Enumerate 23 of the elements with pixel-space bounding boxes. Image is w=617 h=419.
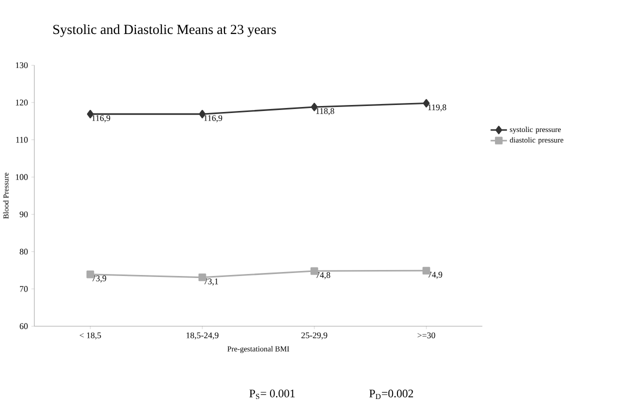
point	[86, 270, 94, 278]
data-label: 116,9	[92, 115, 110, 122]
chart-title: Systolic and Diastolic Means at 23 years	[53, 24, 276, 37]
x-tick-label: < 18,5	[80, 332, 101, 340]
data-label: 116,9	[204, 115, 222, 122]
point	[422, 266, 430, 274]
text: P$_{S}$= 0.001	[249, 389, 295, 399]
point	[198, 273, 206, 282]
x-tick-label: 25-29,9	[301, 332, 328, 340]
data-label: 118,8	[316, 108, 334, 116]
y-tick-label: 130	[16, 62, 28, 68]
text: P$_{D}$=0.002	[369, 389, 414, 399]
x-tick-label: >=30	[418, 332, 436, 338]
y-tick-label: 110	[16, 136, 28, 143]
y-tick-label: 90	[20, 211, 28, 218]
y-tick-label: 60	[20, 323, 28, 329]
point	[310, 267, 318, 275]
y-tick-label: 80	[20, 248, 28, 254]
y-tick-label: 120	[16, 99, 28, 106]
y-tick-label: 70	[20, 286, 28, 292]
y-tick-label: 100	[16, 174, 28, 180]
data-label: 119,8	[428, 104, 446, 112]
x-tick-label: 18,5-24,9	[186, 332, 218, 340]
